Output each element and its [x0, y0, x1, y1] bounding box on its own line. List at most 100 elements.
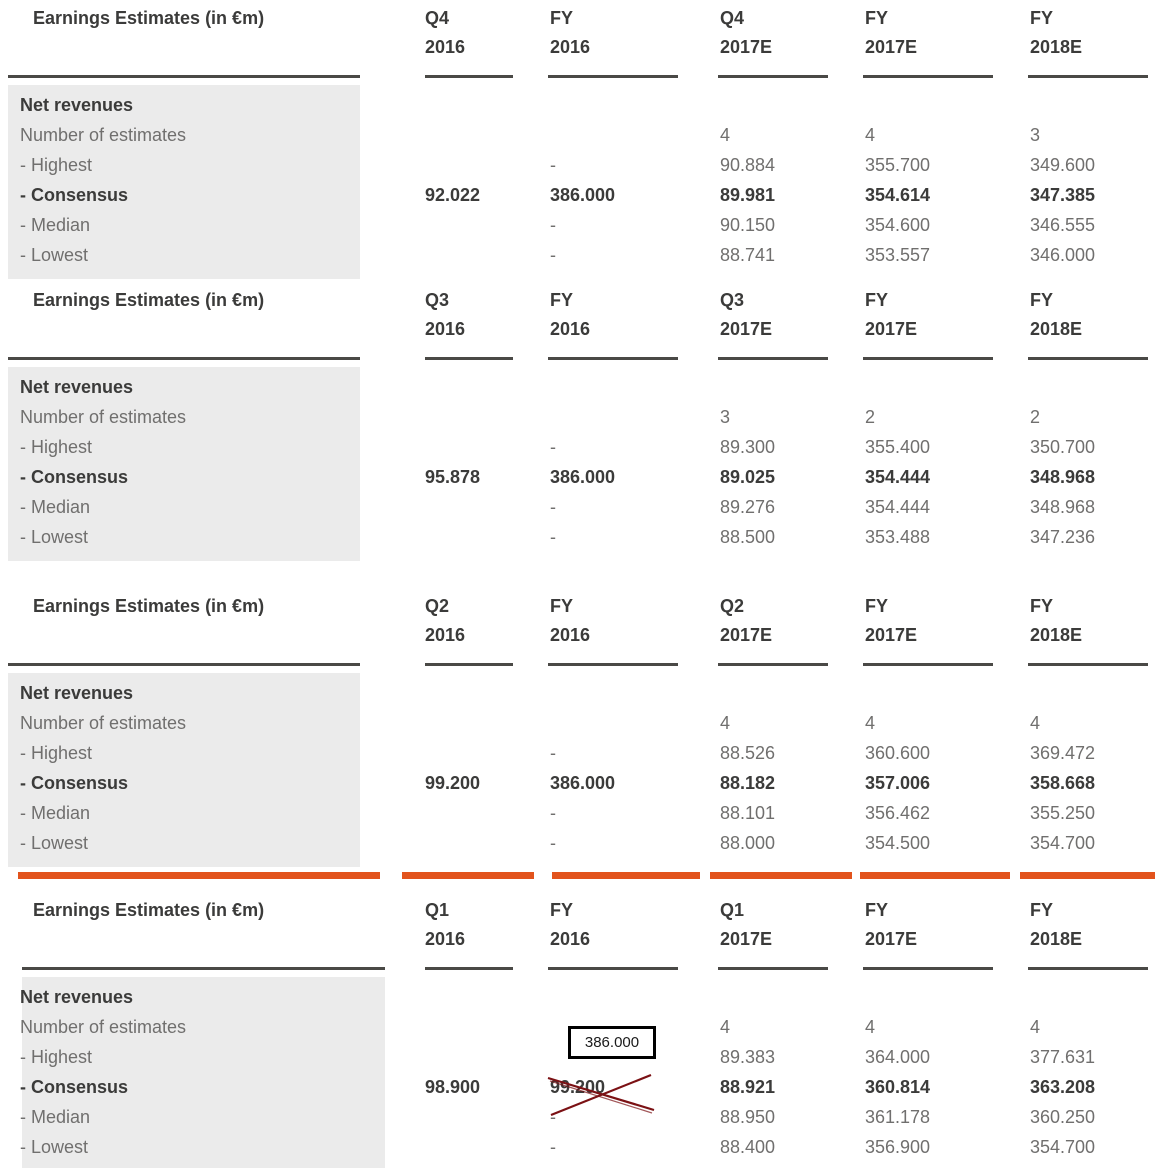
- section-label: Net revenues: [20, 95, 134, 115]
- cell-value: 89.300: [720, 437, 776, 457]
- row-label: Number of estimates: [20, 713, 187, 733]
- cell-value: 354.444: [865, 467, 931, 487]
- highlight-bar: [710, 872, 852, 879]
- row-label: - Lowest: [20, 833, 89, 853]
- row-label: - Lowest: [20, 245, 89, 265]
- column-header-year: 2018E: [1030, 319, 1083, 339]
- column-header-year: 2016: [550, 319, 591, 339]
- cell-value: -: [550, 497, 556, 517]
- row-label: - Consensus: [20, 185, 129, 205]
- column-header-period: FY: [550, 8, 574, 28]
- annotation-box: 386.000: [568, 1026, 656, 1059]
- cell-value: 88.950: [720, 1107, 776, 1127]
- row-label: - Highest: [20, 1047, 93, 1067]
- cell-value: 348.968: [1030, 497, 1096, 517]
- column-header-year: 2017E: [720, 37, 773, 57]
- cell-value: 360.814: [865, 1077, 931, 1097]
- header-rule: [718, 663, 828, 666]
- label-column-shade: [8, 673, 360, 867]
- cell-value: 99.200: [550, 1077, 606, 1097]
- column-header-year: 2018E: [1030, 625, 1083, 645]
- cell-value: -: [550, 437, 556, 457]
- column-header-period: Q2: [720, 596, 745, 616]
- cell-value: 348.968: [1030, 467, 1096, 487]
- cell-value: 364.000: [865, 1047, 931, 1067]
- cell-value: 347.385: [1030, 185, 1096, 205]
- row-label: - Highest: [20, 155, 93, 175]
- cell-value: -: [550, 245, 556, 265]
- highlight-bar: [18, 872, 380, 879]
- column-header-period: FY: [1030, 596, 1054, 616]
- column-header-year: 2017E: [720, 929, 773, 949]
- cell-value: 90.884: [720, 155, 776, 175]
- header-rule: [863, 357, 993, 360]
- cell-value: 88.182: [720, 773, 776, 793]
- header-rule: [22, 967, 385, 970]
- cell-value: 354.614: [865, 185, 931, 205]
- header-rule: [425, 357, 513, 360]
- row-label: Number of estimates: [20, 1017, 187, 1037]
- column-header-year: 2018E: [1030, 37, 1083, 57]
- section-label: Net revenues: [20, 987, 134, 1007]
- earnings-table-q4-2016: Earnings Estimates (in €m) Q4 2016 FY 2016 Q4…: [0, 0, 1160, 282]
- highlight-bar: [860, 872, 1010, 879]
- cell-value: 4: [720, 713, 731, 733]
- highlight-bar: [402, 872, 534, 879]
- column-header-period: Q3: [425, 290, 450, 310]
- cell-value: 369.472: [1030, 743, 1096, 763]
- table-title: Earnings Estimates (in €m): [33, 8, 265, 28]
- earnings-table-q2-2016: Earnings Estimates (in €m) Q2 2016 FY 2016 Q2…: [0, 588, 1160, 870]
- cell-value: 88.741: [720, 245, 776, 265]
- column-header-year: 2016: [550, 37, 591, 57]
- cell-value: 4: [720, 1017, 731, 1037]
- cell-value: 353.488: [865, 527, 931, 547]
- label-column-shade: [8, 85, 360, 279]
- row-label: - Median: [20, 1107, 91, 1127]
- column-header-year: 2017E: [865, 319, 918, 339]
- cell-value: 95.878: [425, 467, 481, 487]
- row-label: - Consensus: [20, 773, 129, 793]
- cell-value: 90.150: [720, 215, 776, 235]
- column-header-year: 2017E: [865, 37, 918, 57]
- label-column-shade: [8, 367, 360, 561]
- row-label: Number of estimates: [20, 407, 187, 427]
- cell-value: 3: [720, 407, 731, 427]
- cell-value: -: [550, 1137, 556, 1157]
- cell-value: 377.631: [1030, 1047, 1096, 1067]
- cell-value: 354.700: [1030, 833, 1096, 853]
- cell-value: 3: [1030, 125, 1041, 145]
- cell-value: 356.900: [865, 1137, 931, 1157]
- row-label: - Consensus: [20, 467, 129, 487]
- column-header-year: 2017E: [865, 625, 918, 645]
- cell-value: 92.022: [425, 185, 481, 205]
- cell-value: 349.600: [1030, 155, 1096, 175]
- header-rule: [718, 75, 828, 78]
- earnings-table-q1-2016: Earnings Estimates (in €m) Q1 2016 FY 2016 Q1…: [0, 868, 1160, 1168]
- cell-value: 99.200: [425, 773, 481, 793]
- row-label: - Highest: [20, 743, 93, 763]
- header-rule: [863, 75, 993, 78]
- column-header-period: Q1: [425, 900, 450, 920]
- cell-value: -: [550, 833, 556, 853]
- header-rule: [1028, 967, 1148, 970]
- cell-value: 2: [1030, 407, 1041, 427]
- header-rule: [1028, 663, 1148, 666]
- cell-value: 355.400: [865, 437, 931, 457]
- cell-value: 354.600: [865, 215, 931, 235]
- cell-value: 4: [720, 125, 731, 145]
- header-rule: [8, 663, 360, 666]
- label-column-shade: [22, 977, 385, 1168]
- cell-value: 88.101: [720, 803, 776, 823]
- column-header-year: 2018E: [1030, 929, 1083, 949]
- cell-value: 355.250: [1030, 803, 1096, 823]
- cell-value: 360.600: [865, 743, 931, 763]
- column-header-period: FY: [865, 290, 889, 310]
- column-header-year: 2017E: [720, 625, 773, 645]
- cell-value: -: [550, 155, 556, 175]
- cell-value: 2: [865, 407, 876, 427]
- cell-value: 4: [865, 1017, 876, 1037]
- cell-value: 350.700: [1030, 437, 1096, 457]
- highlight-bar: [1020, 872, 1155, 879]
- cell-value: 346.555: [1030, 215, 1096, 235]
